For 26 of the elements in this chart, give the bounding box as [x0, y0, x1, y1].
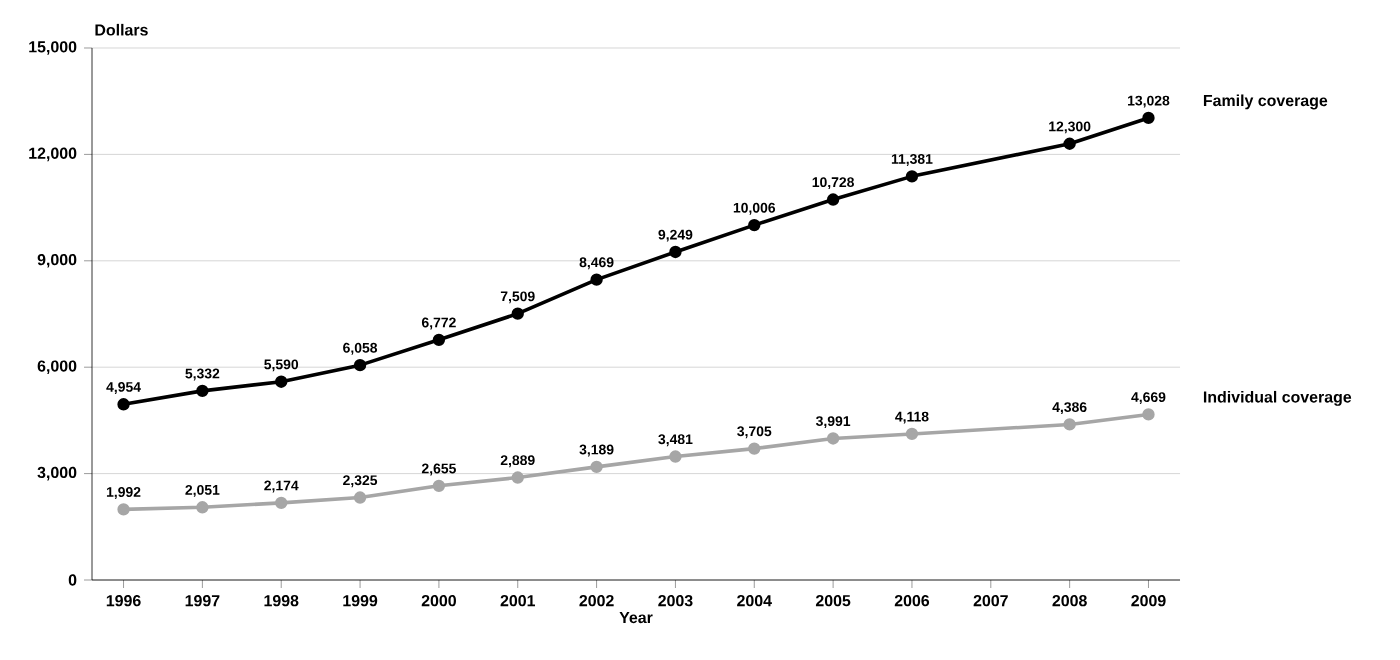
point	[275, 496, 288, 510]
point	[905, 427, 919, 441]
point	[353, 358, 367, 372]
point	[669, 450, 682, 463]
point	[275, 375, 288, 388]
point	[353, 491, 367, 504]
point	[748, 218, 761, 232]
point	[826, 432, 840, 445]
point	[1142, 408, 1155, 421]
point	[511, 307, 524, 320]
point	[1142, 111, 1155, 125]
point	[511, 471, 524, 484]
point	[669, 245, 682, 259]
point	[748, 442, 761, 455]
point	[432, 479, 446, 493]
point	[1063, 137, 1076, 150]
point	[1063, 418, 1076, 431]
point	[905, 170, 919, 183]
point	[117, 398, 130, 411]
point	[826, 193, 840, 206]
point	[590, 460, 603, 474]
point	[196, 501, 209, 514]
point	[432, 333, 446, 346]
point	[590, 273, 603, 286]
point	[117, 503, 130, 516]
point	[196, 384, 209, 398]
